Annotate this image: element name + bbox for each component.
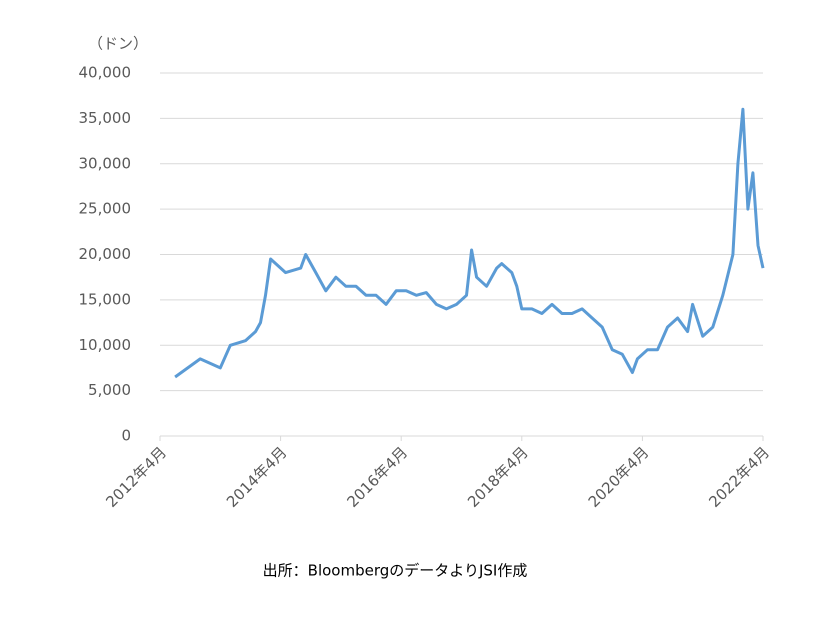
y-tick-label: 30,000 bbox=[79, 154, 132, 172]
y-tick-label: 35,000 bbox=[79, 109, 132, 127]
y-tick-label: 25,000 bbox=[79, 200, 132, 218]
y-tick-label: 15,000 bbox=[79, 290, 132, 308]
unit-label: （ドン） bbox=[88, 35, 148, 53]
source-note: 出所：BloombergのデータよりJSI作成 bbox=[263, 562, 528, 580]
x-tick-label: 2020年4月 bbox=[585, 443, 653, 511]
y-tick-label: 20,000 bbox=[79, 245, 132, 263]
x-tick-label: 2018年4月 bbox=[464, 443, 532, 511]
y-tick-label: 40,000 bbox=[79, 64, 132, 82]
x-tick-label: 2016年4月 bbox=[344, 443, 412, 511]
price-line bbox=[174, 107, 765, 379]
y-tick-label: 0 bbox=[121, 427, 131, 445]
y-tick-label: 10,000 bbox=[79, 336, 132, 354]
x-tick-label: 2022年4月 bbox=[705, 443, 773, 511]
x-tick-label: 2012年4月 bbox=[102, 443, 170, 511]
x-tick-label: 2014年4月 bbox=[223, 443, 291, 511]
y-tick-label: 5,000 bbox=[88, 381, 131, 399]
